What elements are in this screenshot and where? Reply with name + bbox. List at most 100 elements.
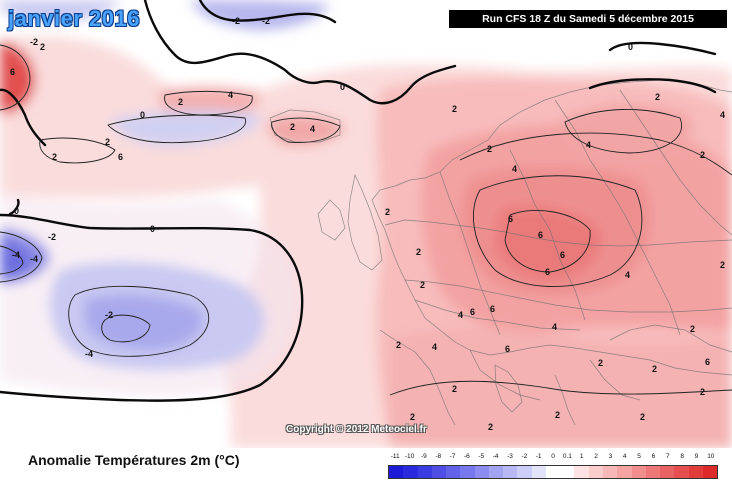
contour-label: 2 bbox=[700, 387, 705, 397]
scale-tick-label: -6 bbox=[464, 453, 470, 460]
scale-color-swatch bbox=[403, 466, 418, 478]
scale-tick-label: 0 bbox=[551, 453, 555, 460]
color-scale-legend: -11 -10 -9 -8 -7 -6 -5 -4 -3 -2 -1 0 0.1 1 2 3 4 5 6 7 8 9 10 bbox=[388, 453, 718, 483]
scale-tick-label: -8 bbox=[435, 453, 442, 460]
scale-tick-labels: -11 -10 -9 -8 -7 -6 -5 -4 -3 -2 -1 0 0.1 1 2 3 4 5 6 7 8 9 10 bbox=[388, 453, 718, 463]
contour-label: 4 bbox=[432, 342, 437, 352]
contour-label: 2 bbox=[690, 324, 695, 334]
model-run-label: Run CFS 18 Z du Samedi 5 décembre 2015 bbox=[449, 10, 727, 28]
scale-tick-label: 7 bbox=[665, 453, 670, 460]
contour-label: 6 bbox=[118, 152, 123, 162]
contour-label: 0 bbox=[14, 206, 19, 216]
contour-label: 6 bbox=[490, 304, 495, 314]
scale-tick-label: 4 bbox=[622, 453, 627, 460]
contour-label: 4 bbox=[552, 322, 557, 332]
scale-color-swatch bbox=[431, 466, 447, 478]
contour-label: 2 bbox=[640, 412, 645, 422]
scale-color-swatch bbox=[645, 466, 661, 478]
scale-tick-label: 5 bbox=[637, 453, 641, 460]
scale-tick-label: -7 bbox=[449, 453, 456, 460]
scale-color-swatch bbox=[503, 466, 518, 478]
scale-tick-label: 3 bbox=[608, 453, 613, 460]
contour-label: 6 bbox=[505, 344, 510, 354]
temperature-anomaly-map: 2 6 2 2 6 2 4 0 -2 -2 -2 0 4 2 0 0 -2 -4… bbox=[0, 0, 732, 448]
forecast-month-title: janvier 2016 bbox=[8, 6, 140, 31]
scale-color-swatch bbox=[474, 466, 489, 478]
contour-label: -2 bbox=[105, 310, 113, 320]
contour-label: 6 bbox=[545, 267, 550, 277]
scale-color-swatch bbox=[588, 466, 603, 478]
contour-label: 4 bbox=[512, 164, 517, 174]
scale-tick-label: 9 bbox=[694, 453, 699, 460]
contour-label: 2 bbox=[52, 152, 57, 162]
scale-color-swatch bbox=[660, 466, 675, 478]
contour-label: 2 bbox=[290, 122, 295, 132]
contour-label: 2 bbox=[40, 42, 45, 52]
contour-label: 2 bbox=[488, 422, 493, 432]
scale-tick-label: 8 bbox=[680, 453, 684, 460]
scale-tick-label: -2 bbox=[521, 453, 528, 460]
contour-label: 0 bbox=[340, 82, 345, 92]
contour-lines bbox=[0, 44, 732, 396]
scale-color-swatch bbox=[631, 466, 646, 478]
scale-tick-label: -3 bbox=[507, 453, 513, 460]
contour-label: -4 bbox=[30, 254, 38, 264]
contour-label: 2 bbox=[652, 364, 657, 374]
contour-label: 4 bbox=[720, 110, 725, 120]
scale-tick-label: 6 bbox=[651, 453, 656, 460]
scale-color-swatch bbox=[389, 466, 404, 478]
contour-label: 4 bbox=[228, 90, 233, 100]
contour-label: 6 bbox=[538, 230, 543, 240]
scale-color-swatch bbox=[574, 466, 589, 478]
contour-label: 2 bbox=[420, 280, 425, 290]
scale-color-swatch bbox=[702, 466, 718, 478]
contour-label: 0 bbox=[628, 42, 633, 52]
contour-label: -2 bbox=[48, 232, 56, 242]
contour-label: 2 bbox=[105, 137, 110, 147]
scale-color-swatch bbox=[545, 466, 561, 478]
contour-label: 6 bbox=[705, 357, 710, 367]
contour-label: 2 bbox=[700, 150, 705, 160]
contour-label: 2 bbox=[416, 247, 421, 257]
scale-tick-label: 0.1 bbox=[562, 453, 572, 460]
scale-color-swatch bbox=[460, 466, 475, 478]
contour-label: 4 bbox=[458, 310, 463, 320]
contour-label: 2 bbox=[487, 144, 492, 154]
contour-label: 0 bbox=[140, 110, 145, 120]
scale-color-swatch bbox=[560, 466, 575, 478]
contour-label: 2 bbox=[452, 104, 457, 114]
copyright-notice: Copyright © 2012 Meteociel.fr bbox=[286, 424, 427, 435]
scale-tick-label: -10 bbox=[404, 453, 415, 460]
contour-label: -2 bbox=[232, 16, 240, 26]
contour-label: 2 bbox=[555, 410, 560, 420]
scale-color-swatch bbox=[602, 466, 618, 478]
scale-tick-label: 1 bbox=[579, 453, 584, 460]
contour-labels: 2 6 2 2 6 2 4 0 -2 -2 -2 0 4 2 0 0 -2 -4… bbox=[10, 16, 725, 432]
scale-color-swatch bbox=[617, 466, 632, 478]
contour-label: -2 bbox=[30, 37, 38, 47]
scale-color-swatch bbox=[488, 466, 504, 478]
contour-label: 6 bbox=[470, 307, 475, 317]
scale-tick-label: -11 bbox=[390, 453, 400, 460]
contour-label: 6 bbox=[560, 250, 565, 260]
contour-label: 4 bbox=[625, 270, 630, 280]
scale-color-swatch bbox=[517, 466, 532, 478]
scale-color-swatch bbox=[417, 466, 432, 478]
scale-tick-label: -9 bbox=[420, 453, 427, 460]
scale-color-swatch bbox=[674, 466, 689, 478]
contour-label: 6 bbox=[10, 67, 15, 77]
contour-label: 4 bbox=[586, 140, 591, 150]
scale-color-bar bbox=[388, 465, 718, 479]
contour-label: 2 bbox=[598, 358, 603, 368]
scale-color-swatch bbox=[446, 466, 461, 478]
contour-label: 4 bbox=[310, 124, 315, 134]
scale-color-swatch bbox=[688, 466, 703, 478]
scale-tick-label: -5 bbox=[478, 453, 485, 460]
scale-tick-label: -1 bbox=[535, 453, 542, 460]
scale-tick-label: -4 bbox=[492, 453, 499, 460]
scale-tick-label: 2 bbox=[594, 453, 598, 460]
contour-label: 2 bbox=[720, 260, 725, 270]
zero-contours bbox=[0, 0, 717, 402]
contour-label: 2 bbox=[178, 97, 183, 107]
contour-label: 2 bbox=[655, 92, 660, 102]
